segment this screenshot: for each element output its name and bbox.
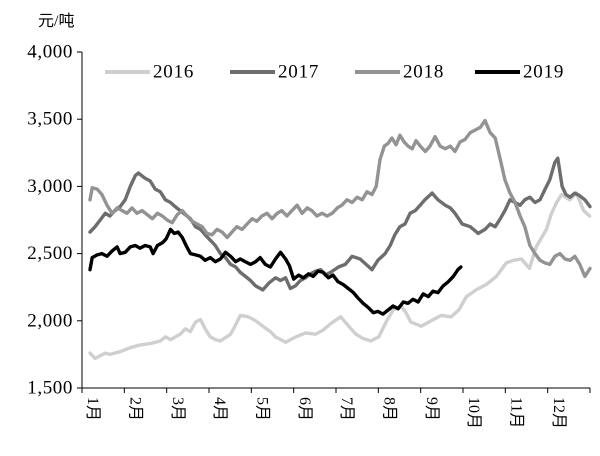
x-tick-label: 5月 [253,397,270,421]
y-tick-label: 2,000 [27,310,73,331]
series-line-2019 [88,227,463,316]
legend-label-2018: 2018 [403,62,444,83]
x-tick-label: 10月 [465,397,482,429]
y-tick-label: 3,500 [27,109,73,130]
series-line-2016 [88,191,592,361]
series-line-2017 [88,156,592,292]
axes [81,52,590,389]
x-tick-label: 6月 [296,397,313,421]
y-axis-ticks: 1,500 2,000 2,500 3,000 3,500 4,000 [27,42,82,399]
series-line-2018 [88,118,592,279]
y-tick-label: 4,000 [27,42,73,63]
y-tick-label: 3,000 [27,176,73,197]
series-lines [88,118,592,361]
legend-item-2018: 2018 [355,62,444,83]
y-axis-unit-label: 元/吨 [38,12,74,30]
x-tick-label: 7月 [338,397,355,421]
legend-label-2017: 2017 [278,62,319,83]
x-tick-label: 11月 [507,397,524,428]
legend-label-2016: 2016 [153,62,194,83]
x-tick-label: 4月 [211,397,228,421]
y-tick-label: 2,500 [27,243,73,264]
y-tick-label: 1,500 [27,378,73,399]
x-tick-label: 12月 [550,397,567,429]
x-tick-label: 3月 [169,397,186,421]
legend-item-2017: 2017 [230,62,319,83]
legend-item-2016: 2016 [105,62,194,83]
legend-item-2019: 2019 [475,62,564,83]
x-tick-label: 1月 [84,397,101,421]
x-tick-label: 9月 [423,397,440,421]
legend: 2016 2017 2018 2019 [105,62,564,83]
legend-label-2019: 2019 [523,62,564,83]
x-tick-label: 2月 [126,397,143,421]
x-axis-ticks: 1月 2月 3月 4月 5月 6月 7月 8月 9月 10月 11月 12月 [81,388,591,429]
x-tick-label: 8月 [380,397,397,421]
